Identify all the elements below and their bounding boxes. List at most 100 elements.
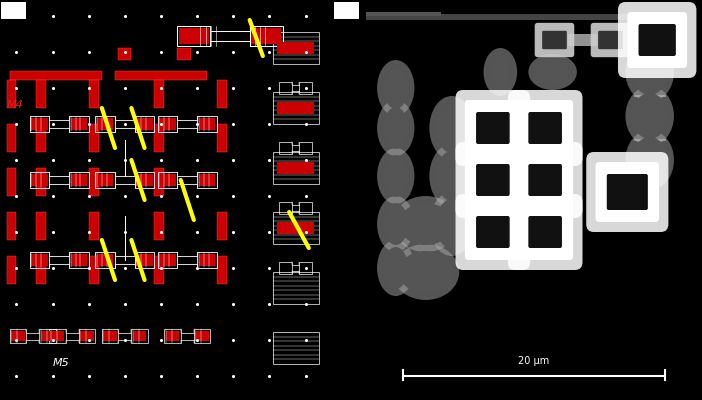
Ellipse shape — [377, 196, 414, 252]
Bar — [11, 331, 25, 341]
FancyBboxPatch shape — [476, 164, 510, 196]
FancyBboxPatch shape — [529, 216, 562, 248]
Ellipse shape — [632, 49, 668, 95]
Ellipse shape — [399, 203, 453, 245]
Bar — [135, 252, 154, 268]
Bar — [6, 124, 16, 152]
FancyBboxPatch shape — [517, 204, 573, 260]
Bar — [279, 262, 293, 274]
Bar — [29, 252, 49, 268]
Bar — [164, 329, 180, 343]
Bar — [49, 329, 66, 343]
Bar — [39, 329, 56, 343]
Bar — [512, 226, 545, 238]
Ellipse shape — [377, 148, 414, 204]
Bar — [272, 272, 319, 304]
Bar — [272, 332, 319, 364]
Ellipse shape — [484, 48, 517, 96]
Bar — [41, 331, 54, 341]
FancyBboxPatch shape — [456, 194, 530, 270]
FancyBboxPatch shape — [465, 204, 521, 260]
Bar — [197, 116, 217, 132]
Ellipse shape — [399, 251, 453, 293]
Bar — [81, 331, 93, 341]
Bar — [36, 168, 46, 196]
Bar — [136, 174, 153, 186]
Bar — [31, 254, 48, 266]
Bar — [158, 172, 178, 188]
Bar — [197, 252, 217, 268]
Bar — [279, 82, 293, 94]
Bar — [135, 116, 154, 132]
Ellipse shape — [535, 61, 570, 83]
Bar — [366, 12, 441, 16]
FancyBboxPatch shape — [607, 174, 648, 210]
Text: (b): (b) — [336, 4, 357, 17]
Ellipse shape — [383, 155, 408, 197]
FancyBboxPatch shape — [628, 12, 687, 68]
Ellipse shape — [383, 107, 408, 149]
Bar — [567, 34, 597, 46]
Bar — [88, 124, 98, 152]
FancyBboxPatch shape — [476, 112, 510, 144]
Bar — [97, 254, 113, 266]
Bar — [366, 14, 646, 20]
Ellipse shape — [430, 192, 474, 256]
FancyBboxPatch shape — [508, 194, 583, 270]
FancyBboxPatch shape — [639, 24, 676, 56]
Ellipse shape — [632, 93, 668, 139]
Bar — [29, 172, 49, 188]
Bar — [6, 256, 16, 284]
FancyBboxPatch shape — [529, 112, 562, 144]
Bar — [199, 254, 216, 266]
FancyBboxPatch shape — [586, 152, 668, 232]
FancyBboxPatch shape — [595, 162, 659, 222]
Bar — [136, 254, 153, 266]
Ellipse shape — [625, 130, 674, 190]
FancyBboxPatch shape — [517, 152, 573, 208]
Bar — [154, 256, 164, 284]
Bar — [299, 262, 312, 274]
Bar — [71, 174, 87, 186]
FancyBboxPatch shape — [542, 31, 567, 49]
Bar — [396, 362, 672, 386]
Text: (a): (a) — [4, 4, 24, 17]
Bar — [199, 174, 216, 186]
Bar — [36, 80, 46, 108]
Bar — [88, 256, 98, 284]
Bar — [217, 256, 227, 284]
Bar — [512, 174, 545, 186]
Ellipse shape — [430, 96, 474, 160]
Bar — [36, 212, 46, 240]
Bar — [512, 122, 545, 134]
Bar — [272, 32, 319, 64]
Bar — [88, 168, 98, 196]
Bar — [10, 71, 102, 80]
Bar — [277, 102, 314, 114]
FancyBboxPatch shape — [465, 100, 521, 156]
Bar — [133, 331, 146, 341]
Bar — [299, 202, 312, 214]
Ellipse shape — [436, 103, 468, 153]
FancyBboxPatch shape — [529, 164, 562, 196]
Bar — [159, 174, 176, 186]
Bar — [79, 329, 95, 343]
FancyBboxPatch shape — [456, 90, 530, 166]
Bar — [6, 168, 16, 196]
FancyBboxPatch shape — [476, 216, 510, 248]
Ellipse shape — [632, 137, 668, 183]
Ellipse shape — [383, 203, 408, 245]
Bar — [36, 256, 46, 284]
FancyBboxPatch shape — [508, 90, 583, 166]
Bar — [217, 212, 227, 240]
Bar — [277, 42, 314, 54]
Bar — [299, 82, 312, 94]
Ellipse shape — [436, 199, 468, 249]
Bar — [154, 124, 164, 152]
FancyBboxPatch shape — [618, 2, 696, 78]
Bar — [179, 28, 208, 44]
Bar — [95, 172, 115, 188]
FancyBboxPatch shape — [508, 142, 583, 218]
Bar — [103, 331, 117, 341]
Bar — [154, 168, 164, 196]
